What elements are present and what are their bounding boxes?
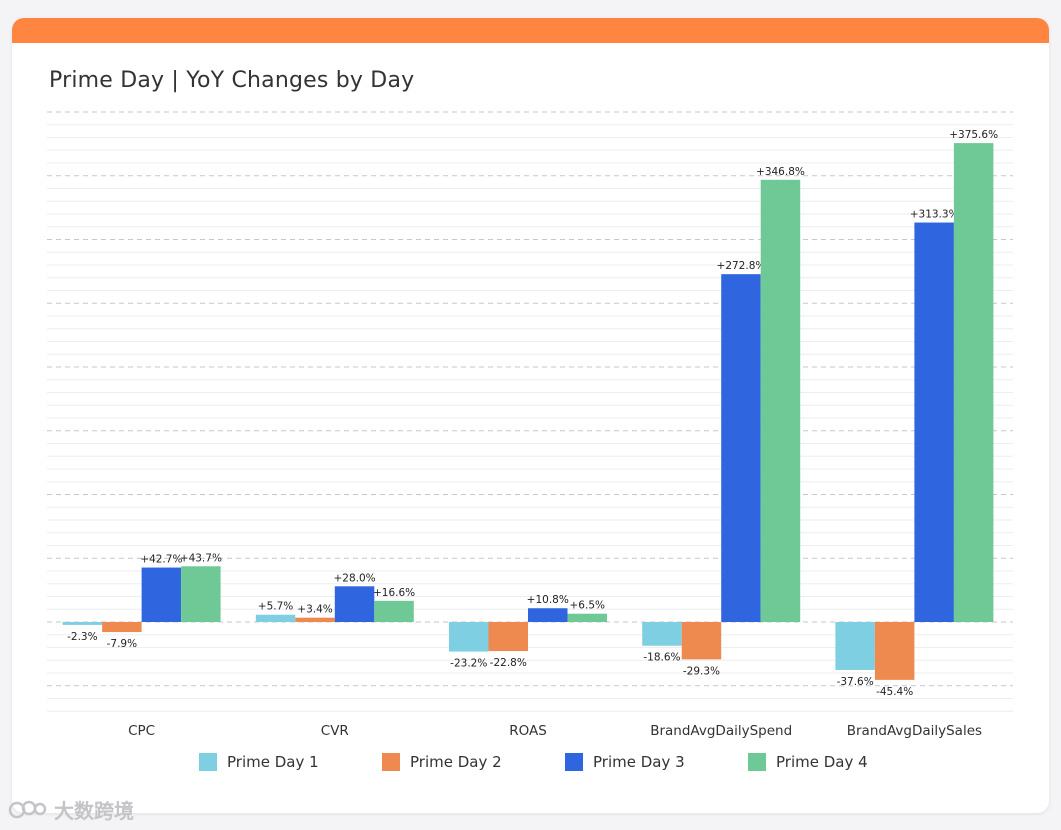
data-label: -45.4% xyxy=(876,686,913,698)
legend-label: Prime Day 4 xyxy=(776,753,868,771)
data-label: -22.8% xyxy=(490,657,527,669)
legend-swatch xyxy=(565,753,583,771)
data-label: +42.7% xyxy=(140,554,182,566)
card-top-bar xyxy=(12,18,1049,43)
bar-brandavgdailyspend-series-4 xyxy=(760,179,801,622)
legend-item-prime-day-2[interactable]: Prime Day 2 xyxy=(382,753,502,771)
data-label: +3.4% xyxy=(297,604,332,616)
bar-cpc-series-4 xyxy=(181,566,221,622)
bar-brandavgdailysales-series-1 xyxy=(835,622,875,670)
legend-item-prime-day-1[interactable]: Prime Day 1 xyxy=(199,753,319,771)
chart-legend: Prime Day 1 Prime Day 2 Prime Day 3 Prim… xyxy=(0,753,1061,777)
legend-swatch xyxy=(748,753,766,771)
bar-cvr-series-1 xyxy=(255,614,296,622)
bar-cvr-series-2 xyxy=(295,617,335,622)
bar-brandavgdailysales-series-2 xyxy=(874,622,915,680)
watermark-text: 大数跨境 xyxy=(54,799,134,823)
watermark-logo-icon xyxy=(8,800,47,818)
x-tick-label: ROAS xyxy=(509,723,547,739)
chart-title: Prime Day | YoY Changes by Day xyxy=(49,68,415,93)
bar-roas-series-1 xyxy=(449,622,489,652)
bar-brandavgdailyspend-series-3 xyxy=(721,274,761,622)
data-label: +28.0% xyxy=(333,572,375,584)
legend-swatch xyxy=(382,753,400,771)
bar-brandavgdailyspend-series-1 xyxy=(642,622,682,646)
data-label: -18.6% xyxy=(643,652,680,664)
data-label: +6.5% xyxy=(570,600,605,612)
watermark: 大数跨境 xyxy=(8,795,134,824)
bar-cpc-series-2 xyxy=(102,622,142,633)
legend-item-prime-day-3[interactable]: Prime Day 3 xyxy=(565,753,685,771)
data-label: +43.7% xyxy=(180,552,222,564)
data-label: +10.8% xyxy=(527,594,569,606)
data-label: -7.9% xyxy=(107,638,137,650)
bar-brandavgdailysales-series-3 xyxy=(914,222,954,623)
bar-cvr-series-3 xyxy=(334,586,375,622)
data-label: +346.8% xyxy=(756,166,805,178)
bar-roas-series-2 xyxy=(488,622,528,652)
legend-label: Prime Day 3 xyxy=(593,753,685,771)
bar-cvr-series-4 xyxy=(374,600,414,622)
x-tick-label: CPC xyxy=(128,723,155,739)
data-label: -2.3% xyxy=(67,631,97,643)
legend-swatch xyxy=(199,753,217,771)
bar-roas-series-3 xyxy=(528,608,568,622)
bar-cpc-series-1 xyxy=(62,622,103,625)
x-tick-label: BrandAvgDailySpend xyxy=(650,723,792,739)
x-tick-label: CVR xyxy=(321,723,349,739)
bar-brandavgdailyspend-series-2 xyxy=(681,622,722,660)
data-label: -23.2% xyxy=(450,658,487,670)
data-label: -29.3% xyxy=(683,665,720,677)
bar-cpc-series-3 xyxy=(141,567,182,622)
data-label: +313.3% xyxy=(910,209,959,221)
data-label: +272.8% xyxy=(717,260,766,272)
legend-label: Prime Day 2 xyxy=(410,753,502,771)
data-label: +5.7% xyxy=(258,601,293,613)
data-label: +375.6% xyxy=(949,129,998,141)
bar-brandavgdailysales-series-4 xyxy=(953,143,994,623)
data-label: +16.6% xyxy=(373,587,415,599)
data-label: -37.6% xyxy=(837,676,874,688)
legend-item-prime-day-4[interactable]: Prime Day 4 xyxy=(748,753,868,771)
legend-label: Prime Day 1 xyxy=(227,753,319,771)
bar-roas-series-4 xyxy=(567,613,607,622)
x-tick-label: BrandAvgDailySales xyxy=(847,723,982,739)
